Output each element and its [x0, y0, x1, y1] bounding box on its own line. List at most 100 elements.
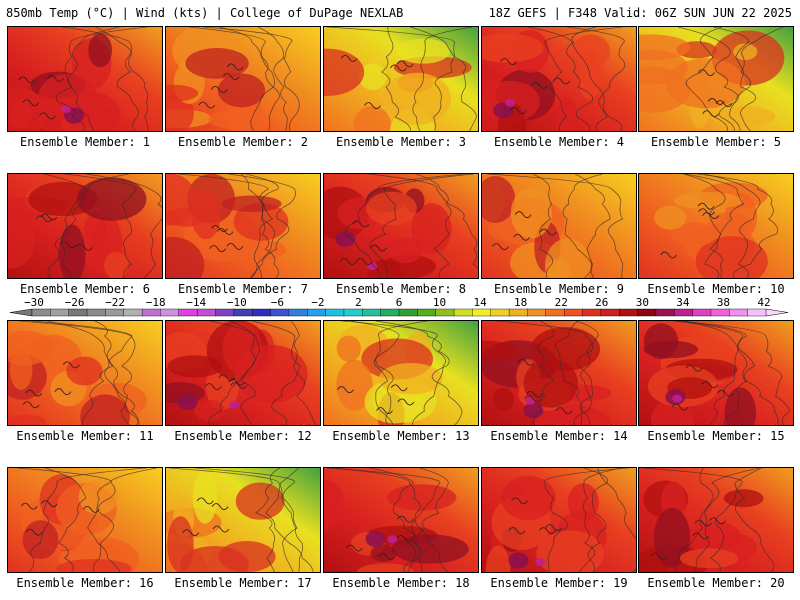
colorbar-swatch	[508, 308, 528, 317]
colorbar-swatch	[307, 308, 327, 317]
panel-label: Ensemble Member: 13	[332, 429, 470, 443]
temperature-field-map	[166, 174, 320, 278]
panel-label: Ensemble Member: 17	[174, 576, 312, 590]
colorbar-swatch	[453, 308, 473, 317]
temperature-field-map	[324, 27, 478, 131]
panel-label: Ensemble Member: 11	[16, 429, 154, 443]
ensemble-map-panel	[7, 467, 163, 573]
colorbar-swatch	[710, 308, 730, 317]
panel-label: Ensemble Member: 19	[490, 576, 628, 590]
colorbar-tick-label: −6	[271, 296, 284, 309]
colorbar-swatch	[674, 308, 694, 317]
colorbar-swatch	[582, 308, 602, 317]
ensemble-map-panel	[7, 26, 163, 132]
colorbar-swatch	[472, 308, 492, 317]
panel-label: Ensemble Member: 6	[19, 282, 151, 296]
ensemble-map-panel	[165, 26, 321, 132]
ensemble-map-panel	[481, 320, 637, 426]
colorbar-swatch	[233, 308, 253, 317]
colorbar-swatch	[747, 308, 767, 317]
panel-label: Ensemble Member: 2	[177, 135, 309, 149]
colorbar-swatch	[68, 308, 88, 317]
ensemble-map-panel	[323, 320, 479, 426]
colorbar-tick-label: 2	[355, 296, 362, 309]
ensemble-map-panel	[323, 26, 479, 132]
temperature-field-map	[8, 174, 162, 278]
temperature-field-map	[482, 468, 636, 572]
panel-label: Ensemble Member: 15	[647, 429, 785, 443]
temperature-field-map	[482, 174, 636, 278]
colorbar-tick-label: 42	[757, 296, 770, 309]
colorbar-swatch	[196, 308, 216, 317]
ensemble-map-panel	[165, 467, 321, 573]
ensemble-map-panel	[7, 320, 163, 426]
colorbar-tick-label: 34	[676, 296, 690, 309]
colorbar-tick-label: 26	[595, 296, 608, 309]
ensemble-map-panel	[7, 173, 163, 279]
panel-label: Ensemble Member: 5	[650, 135, 782, 149]
colorbar-swatch	[251, 308, 272, 317]
colorbar-tick-label: 10	[433, 296, 446, 309]
ensemble-map-panel	[165, 173, 321, 279]
panel-label: Ensemble Member: 4	[493, 135, 625, 149]
colorbar-swatch	[31, 308, 51, 317]
temperature-field-map	[166, 321, 320, 425]
temperature-field-map	[324, 321, 478, 425]
chart-title: 850mb Temp (°C) | Wind (kts) | College o…	[6, 6, 404, 20]
colorbar-swatch	[270, 308, 290, 317]
panel-label: Ensemble Member: 16	[16, 576, 154, 590]
colorbar-swatch	[417, 308, 437, 317]
colorbar-swatch	[86, 308, 106, 317]
colorbar-swatch	[692, 308, 712, 317]
colorbar-tick-label: 38	[717, 296, 730, 309]
colorbar-swatch	[50, 308, 70, 317]
colorbar-left-arrow	[9, 308, 33, 317]
colorbar-tick-label: −30	[24, 296, 44, 309]
ensemble-map-panel	[481, 467, 637, 573]
panel-label: Ensemble Member: 18	[332, 576, 470, 590]
ensemble-map-panel	[165, 320, 321, 426]
colorbar-swatch	[343, 308, 363, 317]
colorbar-swatch	[600, 308, 620, 317]
panel-label: Ensemble Member: 10	[647, 282, 785, 296]
colorbar-tick-label: −10	[227, 296, 247, 309]
temperature-field-map	[324, 468, 478, 572]
temperature-field-map	[8, 468, 162, 572]
colorbar-swatch	[527, 308, 547, 317]
colorbar-swatch	[435, 308, 455, 317]
colorbar-swatch	[563, 308, 584, 317]
colorbar-tick-label: 6	[396, 296, 403, 309]
ensemble-map-panel	[638, 173, 794, 279]
temperature-field-map	[639, 468, 793, 572]
colorbar-swatch	[398, 308, 418, 317]
panel-label: Ensemble Member: 9	[493, 282, 625, 296]
colorbar-tick-label: 14	[473, 296, 487, 309]
temperature-field-map	[639, 27, 793, 131]
colorbar-swatch	[288, 308, 308, 317]
temperature-field-map	[8, 321, 162, 425]
colorbar-swatch	[545, 308, 565, 317]
colorbar-swatch	[160, 308, 180, 317]
ensemble-map-panel	[638, 467, 794, 573]
ensemble-map-panel	[638, 26, 794, 132]
colorbar-tick-label: 22	[555, 296, 568, 309]
colorbar-right-arrow	[765, 308, 789, 317]
colorbar-swatch	[637, 308, 657, 317]
ensemble-map-panel	[323, 173, 479, 279]
colorbar-swatch	[215, 308, 235, 317]
panel-label: Ensemble Member: 3	[335, 135, 467, 149]
colorbar-tick-label: 30	[636, 296, 649, 309]
panel-label: Ensemble Member: 1	[19, 135, 151, 149]
colorbar-tick-label: −26	[65, 296, 85, 309]
panel-label: Ensemble Member: 7	[177, 282, 309, 296]
colorbar-swatch	[141, 308, 161, 317]
colorbar-swatch	[325, 308, 345, 317]
colorbar-swatch	[178, 308, 198, 317]
temperature-field-map	[324, 174, 478, 278]
run-valid-time: 18Z GEFS | F348 Valid: 06Z SUN JUN 22 20…	[488, 6, 792, 20]
temperature-field-map	[639, 174, 793, 278]
colorbar-tick-label: −2	[311, 296, 324, 309]
ensemble-map-panel	[481, 173, 637, 279]
colorbar-tick-label: −14	[186, 296, 206, 309]
temperature-field-map	[639, 321, 793, 425]
